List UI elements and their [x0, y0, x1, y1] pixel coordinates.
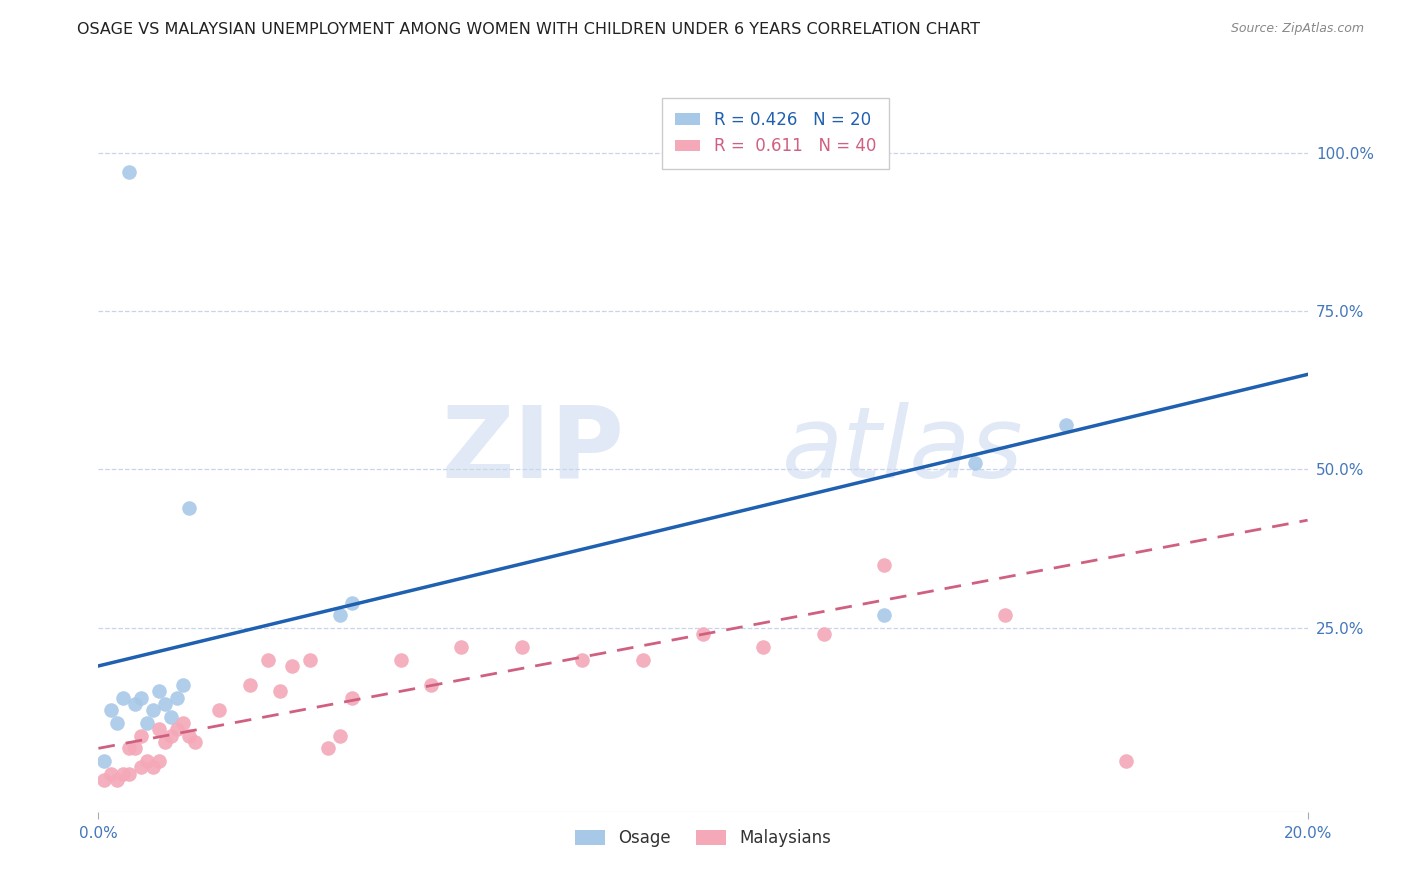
Point [129, 729, 152, 743]
Point [281, 659, 304, 673]
Point [172, 678, 194, 692]
Point [208, 703, 231, 717]
Point [965, 456, 987, 470]
Point [135, 754, 157, 768]
Point [153, 697, 176, 711]
Point [172, 716, 194, 731]
Point [994, 608, 1017, 623]
Point [179, 500, 201, 515]
Point [752, 640, 775, 654]
Point [105, 772, 128, 787]
Point [873, 558, 896, 572]
Point [118, 766, 141, 780]
Point [873, 608, 896, 623]
Point [118, 741, 141, 756]
Point [111, 690, 134, 705]
Point [342, 596, 364, 610]
Text: Source: ZipAtlas.com: Source: ZipAtlas.com [1230, 22, 1364, 36]
Text: OSAGE VS MALAYSIAN UNEMPLOYMENT AMONG WOMEN WITH CHILDREN UNDER 6 YEARS CORRELAT: OSAGE VS MALAYSIAN UNEMPLOYMENT AMONG WO… [77, 22, 980, 37]
Point [142, 703, 165, 717]
Point [342, 690, 364, 705]
Point [135, 716, 157, 731]
Point [1054, 418, 1077, 433]
Point [166, 690, 188, 705]
Point [118, 164, 141, 178]
Point [93, 772, 115, 787]
Point [166, 723, 188, 737]
Point [111, 766, 134, 780]
Point [389, 652, 412, 666]
Point [148, 684, 170, 698]
Point [93, 754, 115, 768]
Legend: Osage, Malaysians: Osage, Malaysians [568, 822, 838, 854]
Point [692, 627, 714, 641]
Point [179, 729, 201, 743]
Point [299, 652, 322, 666]
Text: ZIP: ZIP [441, 402, 624, 499]
Point [1115, 754, 1137, 768]
Point [148, 723, 170, 737]
Point [329, 608, 352, 623]
Point [631, 652, 654, 666]
Point [184, 735, 207, 749]
Point [256, 652, 278, 666]
Point [100, 703, 122, 717]
Point [142, 760, 165, 774]
Point [148, 754, 170, 768]
Point [100, 766, 122, 780]
Point [571, 652, 593, 666]
Point [450, 640, 472, 654]
Point [105, 716, 128, 731]
Point [160, 709, 183, 723]
Point [420, 678, 443, 692]
Point [160, 729, 183, 743]
Point [153, 735, 176, 749]
Point [813, 627, 835, 641]
Point [316, 741, 339, 756]
Point [124, 741, 146, 756]
Point [329, 729, 352, 743]
Point [510, 640, 533, 654]
Point [239, 678, 262, 692]
Point [124, 697, 146, 711]
Point [269, 684, 291, 698]
Point [129, 760, 152, 774]
Text: atlas: atlas [782, 402, 1024, 499]
Point [129, 690, 152, 705]
